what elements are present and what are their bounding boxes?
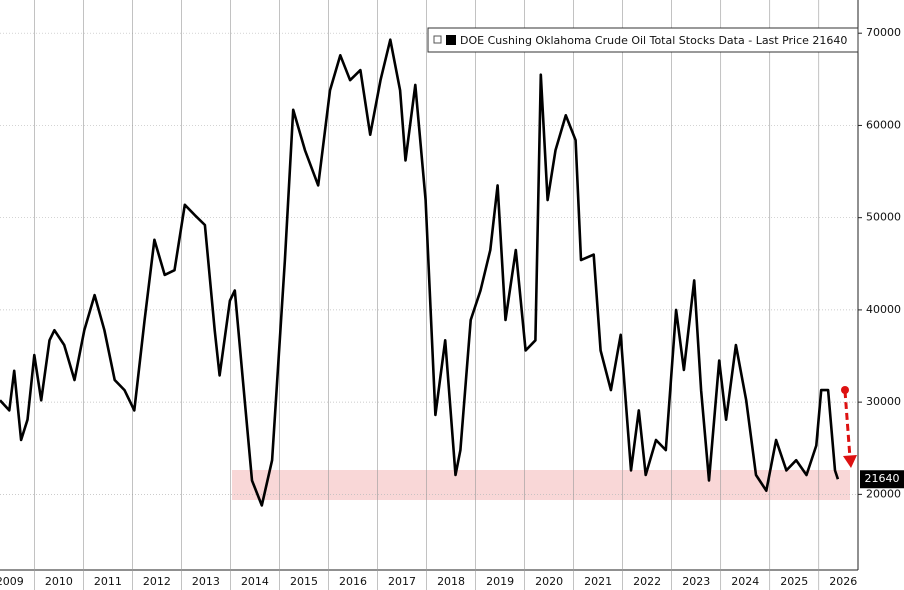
arrow-head bbox=[843, 455, 857, 468]
y-tick-label: 30000 bbox=[866, 395, 901, 408]
y-tick-label: 70000 bbox=[866, 26, 901, 39]
x-tick-label: 2024 bbox=[731, 575, 759, 588]
x-tick-label: 2020 bbox=[535, 575, 563, 588]
last-price-label: 21640 bbox=[865, 472, 900, 485]
x-tick-label: 2012 bbox=[143, 575, 171, 588]
x-tick-label: 2014 bbox=[241, 575, 269, 588]
x-tick-label: 2018 bbox=[437, 575, 465, 588]
arrow-start bbox=[841, 386, 849, 394]
y-tick-label: 60000 bbox=[866, 118, 901, 131]
highlight-band bbox=[232, 470, 850, 500]
legend-box bbox=[427, 27, 859, 53]
x-tick-label: 2019 bbox=[486, 575, 514, 588]
x-tick-label: 2017 bbox=[388, 575, 416, 588]
x-tick-label: 2023 bbox=[682, 575, 710, 588]
y-tick-label: 50000 bbox=[866, 211, 901, 224]
x-tick-label: 2011 bbox=[94, 575, 122, 588]
y-tick-label: 20000 bbox=[866, 487, 901, 500]
legend-toggle bbox=[433, 35, 442, 44]
x-tick-label: 2009 bbox=[0, 575, 24, 588]
x-tick-label: 2021 bbox=[584, 575, 612, 588]
x-tick-label: 2022 bbox=[633, 575, 661, 588]
legend: DOE Cushing Oklahoma Crude Oil Total Sto… bbox=[427, 27, 859, 53]
x-tick-label: 2016 bbox=[339, 575, 367, 588]
y-tick-label: 40000 bbox=[866, 303, 901, 316]
last-price-box bbox=[860, 470, 904, 489]
x-tick-label: 2010 bbox=[45, 575, 73, 588]
legend-swatch bbox=[446, 35, 456, 45]
x-tick-label: 2026 bbox=[829, 575, 857, 588]
x-tick-label: 2025 bbox=[780, 575, 808, 588]
arrow-shaft bbox=[843, 390, 852, 459]
line bbox=[0, 38, 840, 507]
legend-label: DOE Cushing Oklahoma Crude Oil Total Sto… bbox=[460, 34, 847, 47]
x-tick-label: 2015 bbox=[290, 575, 318, 588]
x-tick-label: 2013 bbox=[192, 575, 220, 588]
